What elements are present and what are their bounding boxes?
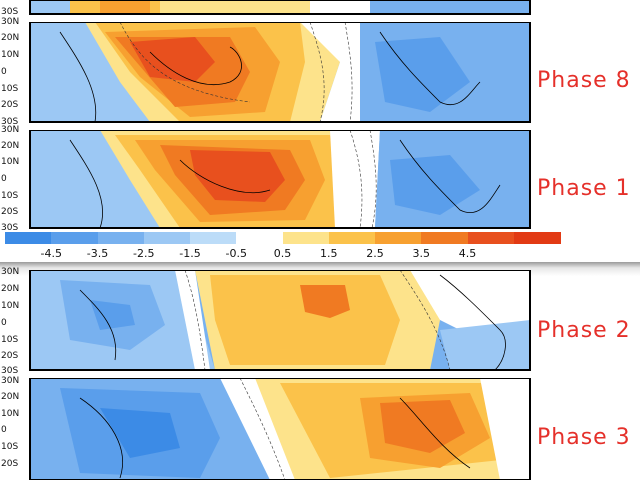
colorbar-segment [282,232,330,244]
lat-label: 0 [1,174,7,184]
lat-label: 20N [1,392,20,402]
lat-label: 30S [1,7,19,17]
map-panel-top-partial [0,0,532,16]
lat-label: 30N [1,267,20,277]
lat-label: 0 [1,67,7,77]
lat-label: 30N [1,17,20,27]
colorbar-segment [236,232,283,244]
lat-label: 10S [1,442,19,452]
colorbar [5,232,561,244]
map-panel-phase-3 [0,378,532,480]
colorbar-tick-label: 1.5 [320,247,338,260]
lat-label: 0 [1,318,7,328]
phase-label-3: Phase 3 [537,425,631,450]
colorbar-segment [143,232,191,244]
lat-label: 20N [1,284,20,294]
colorbar-tick-label: 2.5 [366,247,384,260]
map-phase-1-graphic [29,130,531,229]
lat-label: 30S [1,366,19,376]
colorbar-tick-label: -2.5 [133,247,155,260]
lat-label: 10N [1,50,20,60]
lat-label: 10N [1,409,20,419]
map-top-partial-graphic [29,0,531,15]
lat-label: 10N [1,301,20,311]
lat-label: 30N [1,376,20,386]
lat-label: 20S [1,351,19,361]
map-phase-8-graphic [29,22,531,123]
map-panel-phase-1 [0,130,532,230]
map-panel-phase-8 [0,22,532,124]
colorbar-segment [328,232,376,244]
lat-label: 20N [1,141,20,151]
map-phase-2-graphic [29,270,531,371]
colorbar-segment [97,232,145,244]
colorbar-tick-label: 4.5 [458,247,477,260]
colorbar-tick-label: 0.5 [273,247,292,260]
lat-label: 30S [1,117,19,127]
colorbar-tick-label: 3.5 [412,247,431,260]
colorbar-segment [421,232,468,244]
colorbar-tick-label: -3.5 [86,247,109,260]
colorbar-tick-label: -4.5 [40,247,62,260]
phase-label-8: Phase 8 [537,68,631,93]
map-phase-3-graphic [29,378,531,480]
lat-label: 10S [1,84,19,94]
lat-label: 20N [1,33,20,43]
lat-label: 10S [1,191,19,201]
lat-label: 0 [1,425,7,435]
lat-label: 20S [1,459,19,469]
colorbar-tick-label: -0.5 [225,247,247,260]
colorbar-segment [375,232,422,244]
map-panel-phase-2 [0,270,532,372]
colorbar-segment [51,232,98,244]
lat-label: 30S [1,223,19,233]
lat-label: 20S [1,100,19,110]
phase-label-2: Phase 2 [537,318,631,343]
colorbar-segment [5,232,52,244]
phase-label-1: Phase 1 [537,176,631,201]
lat-label: 10N [1,157,20,167]
lat-label: 30N [1,125,20,135]
colorbar-segment [467,232,515,244]
colorbar-tick-label: -1.5 [179,247,201,260]
colorbar-segment [513,232,561,244]
lat-label: 10S [1,335,19,345]
colorbar-segment [190,232,237,244]
lat-label: 20S [1,207,19,217]
